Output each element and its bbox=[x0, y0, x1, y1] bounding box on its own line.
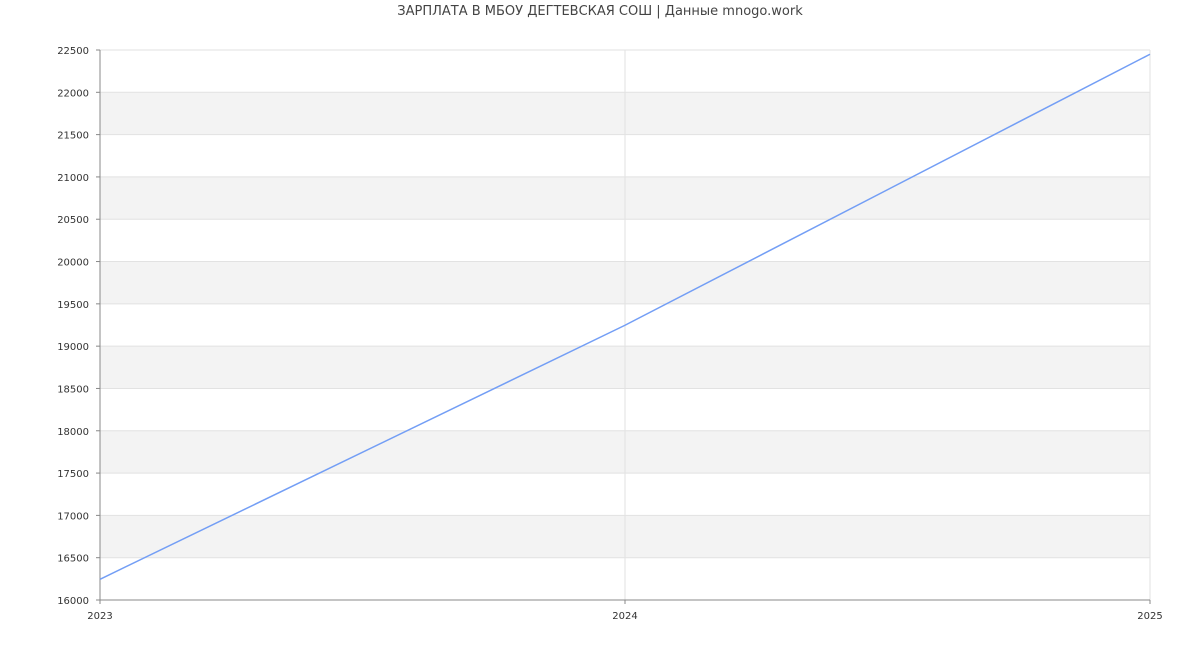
y-tick-label: 19000 bbox=[57, 342, 89, 353]
y-tick-label: 16000 bbox=[57, 596, 89, 607]
y-tick-label: 17000 bbox=[57, 511, 89, 522]
y-tick-label: 22000 bbox=[57, 88, 89, 99]
y-tick-label: 17500 bbox=[57, 469, 89, 480]
chart-title: ЗАРПЛАТА В МБОУ ДЕГТЕВСКАЯ СОШ | Данные … bbox=[397, 4, 803, 19]
y-tick-label: 20000 bbox=[57, 258, 89, 269]
y-tick-label: 22500 bbox=[57, 46, 89, 57]
y-tick-label: 20500 bbox=[57, 215, 89, 226]
y-tick-label: 18000 bbox=[57, 427, 89, 438]
y-tick-label: 21000 bbox=[57, 173, 89, 184]
x-tick-label: 2025 bbox=[1137, 611, 1162, 622]
y-tick-label: 21500 bbox=[57, 131, 89, 142]
y-tick-label: 18500 bbox=[57, 384, 89, 395]
y-tick-label: 16500 bbox=[57, 554, 89, 565]
series-line bbox=[99, 53, 1151, 580]
y-tick-label: 19500 bbox=[57, 300, 89, 311]
x-tick-label: 2024 bbox=[612, 611, 637, 622]
x-tick-label: 2023 bbox=[87, 611, 112, 622]
